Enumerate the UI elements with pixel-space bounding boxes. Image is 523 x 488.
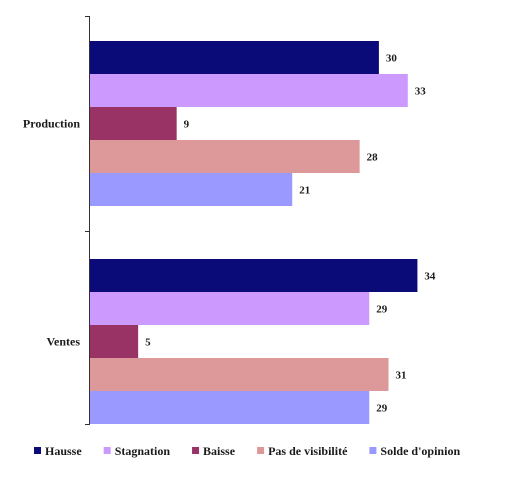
category-labels-group: Production Ventes bbox=[23, 117, 80, 349]
bars-group bbox=[90, 41, 418, 424]
bar-production-1 bbox=[90, 74, 408, 107]
bar-production-2 bbox=[90, 107, 177, 140]
bar-ventes-2 bbox=[90, 325, 139, 358]
bar-ventes-3 bbox=[90, 358, 389, 391]
data-label: 34 bbox=[424, 271, 436, 283]
legend: Hausse Stagnation Baisse Pas de visibilité S… bbox=[34, 444, 460, 458]
value-labels-group: 30 33 9 28 21 34 29 5 31 29 bbox=[145, 53, 436, 415]
legend-label: Baisse bbox=[203, 444, 236, 458]
legend-swatch bbox=[192, 447, 200, 454]
bar-production-3 bbox=[90, 140, 360, 173]
category-label: Ventes bbox=[46, 335, 80, 349]
data-label: 28 bbox=[367, 152, 379, 164]
data-label: 29 bbox=[376, 304, 388, 316]
legend-label: Stagnation bbox=[115, 444, 171, 458]
legend-label: Pas de visibilité bbox=[268, 444, 348, 458]
category-label: Production bbox=[23, 117, 80, 131]
data-label: 33 bbox=[415, 86, 427, 98]
data-label: 29 bbox=[376, 403, 388, 415]
bar-ventes-0 bbox=[90, 259, 418, 292]
bar-production-0 bbox=[90, 41, 379, 74]
data-label: 9 bbox=[184, 119, 190, 131]
bar-ventes-4 bbox=[90, 391, 370, 424]
legend-label: Hausse bbox=[45, 444, 82, 458]
data-label: 31 bbox=[396, 370, 407, 382]
legend-label: Solde d'opinion bbox=[380, 444, 460, 458]
legend-swatch bbox=[369, 447, 377, 454]
legend-swatch bbox=[34, 447, 41, 454]
data-label: 5 bbox=[145, 337, 151, 349]
data-label: 30 bbox=[386, 53, 398, 65]
legend-swatch bbox=[257, 447, 265, 454]
bar-production-4 bbox=[90, 173, 293, 206]
category-axis bbox=[85, 16, 90, 425]
bar-ventes-1 bbox=[90, 292, 370, 325]
data-label: 21 bbox=[299, 185, 310, 197]
legend-swatch bbox=[103, 447, 111, 454]
